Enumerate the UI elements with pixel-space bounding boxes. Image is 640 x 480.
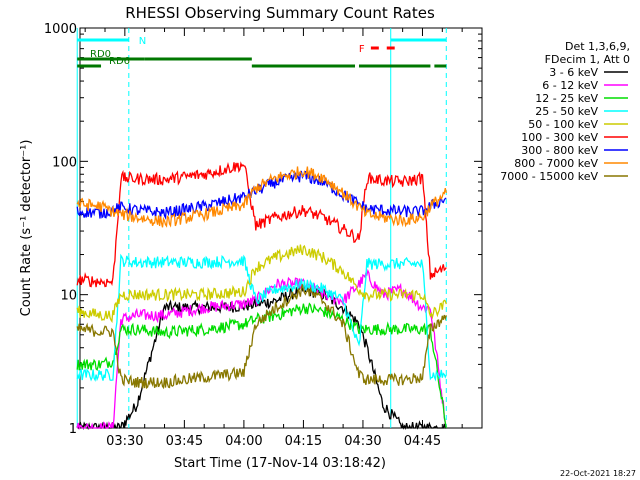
legend: Det 1,3,6,9, FDecim 1, Att 0 3 - 6 keV6 … [500, 40, 630, 183]
series-line-8 [76, 284, 447, 390]
y-tick-label: 1000 [44, 22, 77, 37]
series-line-5 [76, 161, 447, 288]
series-line-3 [76, 253, 447, 382]
legend-label-0: 3 - 6 keV [549, 66, 598, 79]
flag-label-n: N [139, 36, 146, 47]
footer-date: 22-Oct-2021 18:27 [560, 469, 636, 478]
legend-label-3: 25 - 50 keV [535, 105, 598, 118]
x-tick-label: 03:45 [166, 434, 203, 449]
flag-label-f: F [359, 44, 365, 55]
chart-title: RHESSI Observing Summary Count Rates [125, 4, 435, 22]
plot-frame [79, 27, 483, 429]
series-line-7 [76, 166, 447, 228]
legend-header-1: Det 1,3,6,9, [565, 40, 630, 53]
x-tick-label: 04:30 [344, 434, 381, 449]
legend-label-6: 300 - 800 keV [521, 144, 598, 157]
legend-label-5: 100 - 300 keV [521, 131, 598, 144]
plot-area: 1 10 100 1000 03:30 03:45 04:00 04:15 04:30 04:45… [44, 22, 483, 449]
legend-label-8: 7000 - 15000 keV [500, 170, 598, 183]
x-tick-label: 03:30 [106, 434, 143, 449]
x-axis-label: Start Time (17-Nov-14 03:18:42) [174, 456, 386, 471]
legend-label-7: 800 - 7000 keV [514, 157, 598, 170]
flag-label-rd6: RD6 [109, 56, 130, 67]
series-line-4 [76, 244, 447, 324]
legend-header-2: FDecim 1, Att 0 [545, 53, 630, 66]
y-tick-label: 10 [60, 289, 77, 304]
legend-label-4: 50 - 100 keV [528, 118, 598, 131]
legend-label-1: 6 - 12 keV [542, 79, 598, 92]
x-tick-label: 04:00 [225, 434, 262, 449]
flag-label-rd0: RD0 [90, 49, 111, 60]
y-tick-label: 100 [52, 155, 77, 170]
x-tick-label: 04:15 [285, 434, 322, 449]
legend-label-2: 12 - 25 keV [535, 92, 598, 105]
series-line-6 [76, 170, 447, 220]
y-axis-label: Count Rate (s⁻¹ detector⁻¹) [19, 140, 34, 317]
x-tick-label: 04:45 [404, 434, 441, 449]
series-line-1 [76, 268, 447, 431]
y-tick-label: 1 [69, 422, 77, 437]
